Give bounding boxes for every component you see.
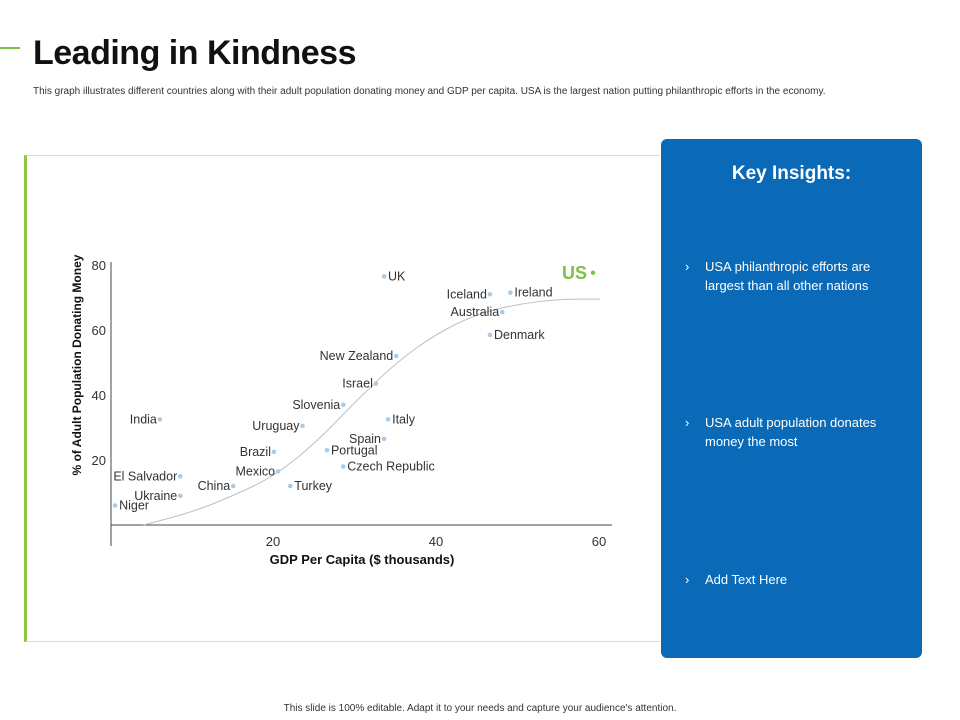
data-point-el-salvador xyxy=(177,473,183,479)
data-label: China xyxy=(198,479,231,493)
data-point-uruguay xyxy=(300,423,305,429)
data-label: Israel xyxy=(342,377,373,391)
data-label: Italy xyxy=(392,412,416,426)
page-title: Leading in Kindness xyxy=(33,34,356,72)
y-tick-label: 20 xyxy=(92,453,106,468)
insight-text-2: USA adult population donates money the m… xyxy=(705,415,877,449)
x-tick-label: 20 xyxy=(266,534,280,549)
insight-item-2: › USA adult population donates money the… xyxy=(685,413,905,451)
key-insights-panel: Key Insights: › USA philanthropic effort… xyxy=(661,139,922,658)
highlight-label: US xyxy=(562,263,587,283)
data-point-slovenia xyxy=(340,402,346,408)
data-point-turkey xyxy=(288,483,293,489)
scatter-chart: 20 40 60 80 20 40 60 GDP Per Capita ($ thousand… xyxy=(70,254,612,567)
data-label: Brazil xyxy=(240,445,271,459)
data-point-ukraine xyxy=(177,493,183,499)
y-tick-label: 80 xyxy=(92,258,106,273)
x-axis-title: GDP Per Capita ($ thousands) xyxy=(270,552,455,567)
data-label: Uruguay xyxy=(252,419,300,433)
data-point-new-zealand xyxy=(393,353,399,359)
data-point-italy xyxy=(385,417,391,422)
x-tick-label: 40 xyxy=(429,534,443,549)
data-point-mexico xyxy=(275,469,281,474)
data-point-czech-republic xyxy=(340,464,346,469)
footer-note: This slide is 100% editable. Adapt it to… xyxy=(283,703,677,714)
data-point-brazil xyxy=(271,449,277,455)
data-point-australia xyxy=(499,309,505,315)
data-point-niger xyxy=(112,503,118,508)
highlight-point xyxy=(590,270,596,275)
chevron-right-icon: › xyxy=(685,572,690,587)
data-label: Slovenia xyxy=(292,398,340,412)
data-label: Spain xyxy=(349,432,381,446)
data-point-denmark xyxy=(487,332,493,338)
data-label: Mexico xyxy=(235,464,275,478)
insight-text-3: Add Text Here xyxy=(705,572,788,587)
chart-frame xyxy=(24,155,660,642)
data-point-ireland xyxy=(508,290,513,295)
key-insights-title: Key Insights: xyxy=(731,163,852,184)
insight-item-1: › USA philanthropic efforts are largest … xyxy=(685,257,905,295)
data-label: New Zealand xyxy=(320,349,394,363)
chevron-right-icon: › xyxy=(685,415,690,430)
data-point-israel xyxy=(373,381,379,386)
y-axis-title: % of Adult Population Donating Money xyxy=(70,254,84,475)
data-point-portugal xyxy=(324,447,330,453)
insight-text-1: USA philanthropic efforts are largest th… xyxy=(705,259,871,293)
data-label: Ukraine xyxy=(134,489,177,503)
data-label: Portugal xyxy=(331,443,378,457)
data-label: India xyxy=(130,412,157,426)
data-label: Turkey xyxy=(294,479,332,493)
y-tick-label: 40 xyxy=(92,388,106,403)
data-point-iceland xyxy=(487,291,493,297)
y-tick-label: 60 xyxy=(92,323,106,338)
insight-item-3: › Add Text Here xyxy=(685,570,905,589)
data-label: El Salvador xyxy=(113,469,177,483)
x-tick-label: 60 xyxy=(592,534,606,549)
data-point-china xyxy=(230,483,236,489)
data-label: UK xyxy=(388,269,406,283)
data-label: Australia xyxy=(451,305,500,319)
page-subtitle: This graph illustrates different countri… xyxy=(33,86,826,97)
data-label: Czech Republic xyxy=(347,460,435,474)
data-label: Denmark xyxy=(494,328,545,342)
data-label: Iceland xyxy=(447,287,487,301)
data-label: Ireland xyxy=(514,286,552,300)
data-point-spain xyxy=(381,436,387,442)
data-label: Niger xyxy=(119,499,149,513)
chevron-right-icon: › xyxy=(685,259,690,274)
data-point-uk xyxy=(381,274,387,279)
title-accent-line xyxy=(0,47,20,49)
data-point-india xyxy=(157,417,163,422)
